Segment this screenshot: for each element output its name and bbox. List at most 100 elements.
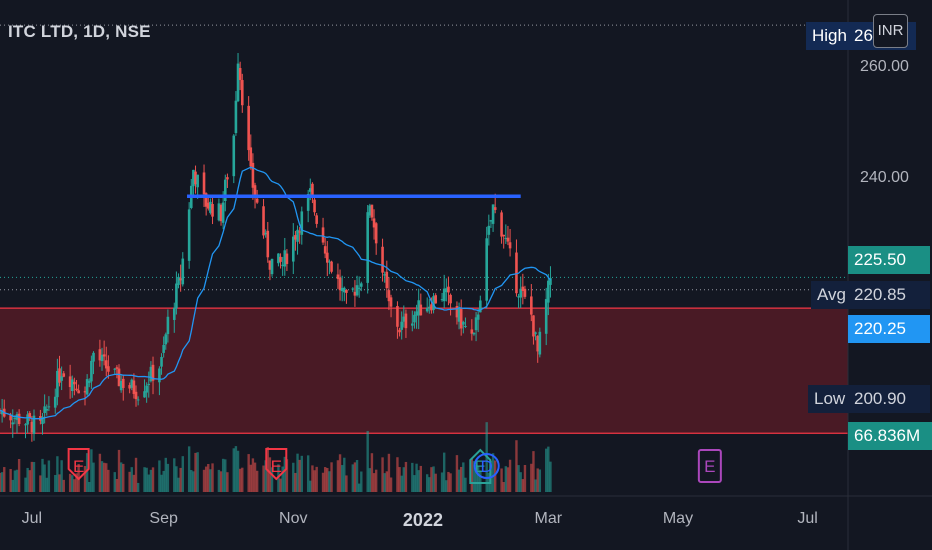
candle-body: [459, 308, 463, 329]
volume-bar: [179, 467, 182, 492]
event-letter: E: [271, 457, 282, 476]
candle-body: [268, 260, 272, 270]
volume-bar: [28, 470, 31, 492]
candle-body: [370, 204, 374, 218]
candle-body: [26, 414, 29, 425]
volume-bar: [264, 460, 267, 492]
candle-body: [479, 300, 482, 313]
volume-bar: [173, 458, 176, 492]
dividend-circle: [473, 453, 500, 479]
candle-body: [464, 326, 467, 328]
candle-body: [53, 396, 57, 408]
volume-bar: [253, 462, 257, 492]
volume-bar: [479, 470, 482, 492]
volume-bar: [88, 481, 91, 492]
candle-body: [262, 206, 265, 236]
volume-bars: [0, 422, 552, 492]
candle-body: [383, 274, 386, 276]
volume-bar: [107, 469, 110, 492]
volume-bar: [402, 467, 406, 492]
event-letter: D: [481, 457, 493, 476]
volume-bar: [523, 464, 527, 492]
volume-bar: [330, 462, 333, 492]
candle-body: [355, 285, 359, 296]
volume-bar: [374, 469, 378, 492]
volume-bar: [459, 466, 463, 492]
candle-body: [519, 288, 523, 298]
volume-bar: [353, 462, 357, 492]
candle-body: [179, 278, 182, 281]
time-tick-label: Nov: [279, 510, 308, 527]
volume-bar: [474, 464, 478, 492]
candle-body: [470, 329, 474, 334]
volume-bar: [68, 473, 72, 492]
volume-bar: [309, 480, 312, 492]
volume-bar: [294, 472, 297, 492]
volume-tag: 66.836M: [848, 422, 932, 450]
candle-body: [487, 225, 491, 235]
volume-bar: [181, 456, 184, 492]
volume-bar: [207, 463, 210, 492]
event-marker: E: [265, 448, 288, 481]
candle-body: [102, 354, 106, 357]
volume-bar: [530, 463, 533, 492]
volume-bar: [158, 460, 161, 492]
candle-body: [264, 232, 267, 235]
volume-bar: [24, 477, 27, 492]
candle-body: [30, 421, 34, 433]
event-marker: D: [473, 453, 500, 479]
volume-bar: [442, 452, 446, 492]
candle-body: [400, 321, 403, 330]
candle-body: [132, 380, 136, 394]
volume-bar: [504, 466, 508, 492]
volume-bar: [315, 466, 318, 492]
candle-body: [240, 80, 244, 106]
volume-bar: [270, 467, 274, 492]
candle-body: [119, 380, 123, 391]
candle-body: [298, 231, 301, 233]
candle-body: [457, 308, 461, 322]
volume-bar: [56, 456, 59, 492]
volume-bar: [226, 472, 229, 492]
volume-bar: [234, 446, 238, 492]
volume-bar: [292, 462, 295, 492]
candle-body: [128, 385, 131, 389]
candle-body: [306, 194, 310, 211]
candle-body: [177, 276, 180, 285]
volume-bar: [192, 471, 195, 492]
volume-bar: [73, 479, 76, 492]
candle-body: [0, 411, 4, 415]
candle-body: [476, 314, 480, 320]
candle-body: [502, 234, 505, 237]
volume-bar: [547, 446, 550, 492]
candle-body: [100, 354, 104, 362]
candle-body: [41, 416, 44, 424]
candle-body: [90, 360, 93, 382]
candle-body: [493, 207, 497, 210]
price-tick-260: 260.00: [860, 58, 909, 75]
candle-body: [121, 378, 125, 388]
time-tick-label: Jul: [21, 510, 43, 527]
volume-bar: [115, 478, 119, 492]
candle-body: [404, 313, 408, 329]
candle-body: [202, 172, 206, 195]
volume-bar: [83, 466, 87, 492]
volume-bar: [500, 468, 503, 492]
candle-body: [417, 300, 420, 316]
candle-body: [221, 202, 225, 223]
candle-body: [219, 204, 223, 222]
volume-bar: [366, 430, 369, 492]
volume-bar: [221, 458, 225, 492]
volume-bar: [413, 475, 416, 492]
candle-body: [430, 304, 433, 311]
currency-button[interactable]: INR: [873, 14, 908, 48]
volume-bar: [306, 455, 310, 492]
candle-body: [255, 198, 259, 203]
candle-body: [536, 335, 540, 352]
volume-bar: [538, 469, 542, 492]
candle-body: [530, 296, 533, 315]
volume-bar: [357, 483, 361, 492]
candle-body: [158, 368, 161, 383]
candle-body: [517, 296, 520, 298]
